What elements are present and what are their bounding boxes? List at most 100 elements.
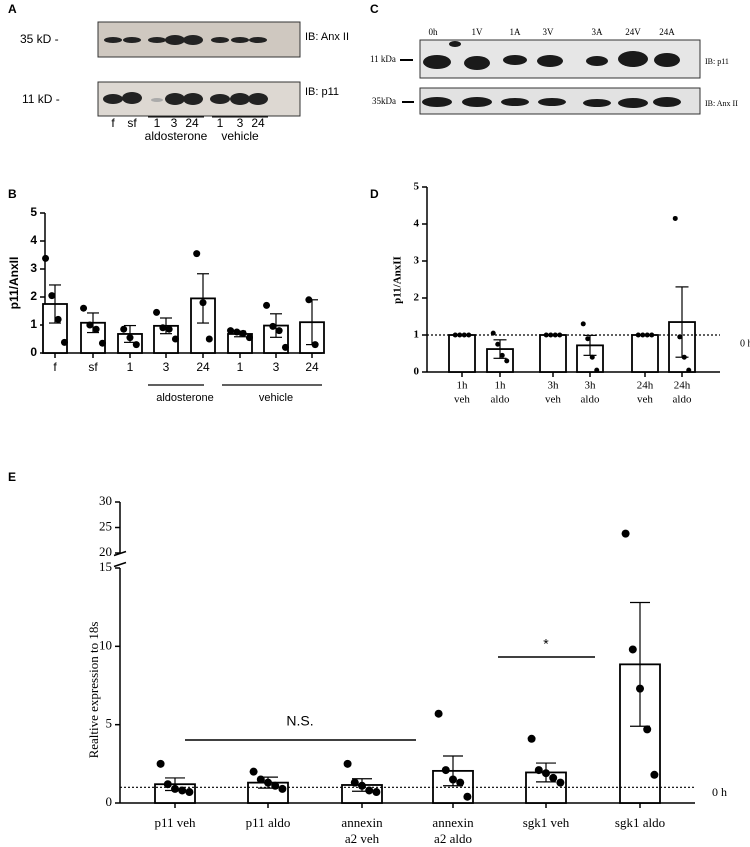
- data-point: [120, 325, 128, 333]
- bar: [539, 334, 567, 373]
- data-point: [463, 792, 472, 801]
- data-point: [672, 215, 678, 221]
- x-tick-label: veh: [454, 394, 470, 406]
- lane-label: 24: [185, 116, 199, 130]
- data-point: [80, 304, 88, 312]
- panel-label: D: [370, 187, 379, 201]
- data-point: [227, 327, 235, 335]
- bar: [631, 334, 659, 373]
- data-point: [681, 354, 687, 360]
- data-point: [594, 367, 600, 373]
- marker-label: 11 kDa: [370, 54, 396, 64]
- y-axis-label: p11/AnxII: [7, 257, 21, 310]
- data-point: [441, 766, 450, 775]
- panel-label: E: [8, 470, 16, 484]
- data-point: [171, 335, 179, 343]
- data-point: [686, 367, 692, 373]
- reference-label: 0 h: [740, 338, 750, 349]
- x-tick-label: annexin: [432, 815, 474, 830]
- data-point: [163, 780, 172, 789]
- lane-label: 3V: [543, 27, 555, 37]
- data-point: [350, 778, 359, 787]
- x-tick-label: veh: [637, 394, 653, 406]
- data-point: [636, 684, 644, 693]
- antibody-label: IB: Anx II: [705, 99, 738, 108]
- x-tick-label: p11 veh: [154, 815, 196, 830]
- reference-label: 0 h: [712, 785, 727, 799]
- data-point: [132, 341, 140, 349]
- data-point: [527, 734, 536, 743]
- data-point: [311, 341, 319, 349]
- marker-label: 11 kD -: [22, 92, 60, 106]
- y-tick-label: 1: [414, 329, 420, 341]
- x-tick-label: 3h: [548, 380, 560, 392]
- data-point: [281, 343, 289, 351]
- data-point: [86, 321, 94, 329]
- y-tick-label: 25: [99, 518, 112, 533]
- x-tick-label: 1h: [495, 380, 507, 392]
- x-tick-label: 24h: [637, 380, 654, 392]
- data-point: [548, 332, 554, 338]
- data-point: [263, 301, 271, 309]
- y-tick-label: 2: [414, 292, 420, 304]
- x-tick-label: 1: [127, 360, 134, 374]
- data-point: [271, 781, 280, 790]
- group-label: aldosterone: [156, 392, 214, 404]
- panel-label: A: [8, 2, 17, 16]
- lane-label: 0h: [429, 27, 439, 37]
- x-tick-label: 24: [196, 360, 210, 374]
- lane-label: f: [111, 116, 115, 130]
- data-point: [185, 788, 194, 797]
- lane-label: sf: [127, 116, 137, 130]
- data-point: [178, 786, 187, 795]
- x-tick-label: aldo: [491, 394, 510, 406]
- lane-label: 3: [171, 116, 178, 130]
- data-point: [549, 773, 558, 782]
- lane-label: 1: [217, 116, 224, 130]
- data-point: [358, 781, 366, 790]
- data-point: [434, 709, 443, 718]
- data-point: [193, 250, 201, 258]
- data-point: [542, 769, 550, 778]
- data-point: [205, 335, 213, 343]
- data-point: [504, 358, 510, 364]
- y-tick-label: 3: [30, 261, 37, 275]
- data-point: [239, 329, 247, 337]
- data-point: [635, 332, 641, 338]
- lane-label: 24V: [625, 27, 641, 37]
- data-point: [621, 529, 630, 538]
- lane-label: 1: [154, 116, 161, 130]
- lane-label: 1A: [510, 27, 522, 37]
- x-tick-label: 24h: [674, 380, 691, 392]
- antibody-label: IB: p11: [705, 57, 729, 66]
- y-tick-label: 20: [99, 544, 112, 559]
- x-tick-label: p11 aldo: [246, 815, 291, 830]
- x-tick-label: sgk1 aldo: [615, 815, 665, 830]
- data-point: [165, 325, 173, 333]
- data-point: [372, 788, 381, 797]
- data-point: [543, 332, 549, 338]
- x-tick-label: veh: [545, 394, 561, 406]
- annotation: N.S.: [286, 713, 313, 729]
- x-tick-label: a2 veh: [345, 831, 380, 846]
- data-point: [278, 784, 287, 793]
- x-tick-label: sf: [88, 360, 98, 374]
- x-tick-label: 3h: [585, 380, 597, 392]
- y-tick-label: 0: [30, 345, 37, 359]
- data-point: [42, 254, 50, 262]
- data-point: [159, 324, 167, 332]
- data-point: [365, 786, 374, 795]
- data-point: [249, 767, 258, 776]
- lane-label: 24: [251, 116, 265, 130]
- x-tick-label: aldo: [673, 394, 692, 406]
- group-label: aldosterone: [145, 129, 208, 143]
- bar: [448, 334, 476, 373]
- data-point: [343, 759, 352, 768]
- data-point: [92, 325, 100, 333]
- y-axis-label: Realtive expression to 18s: [86, 622, 101, 759]
- data-point: [54, 315, 62, 323]
- bar: [190, 297, 216, 354]
- y-tick-label: 0: [106, 794, 113, 809]
- antibody-label: IB: Anx II: [305, 31, 349, 43]
